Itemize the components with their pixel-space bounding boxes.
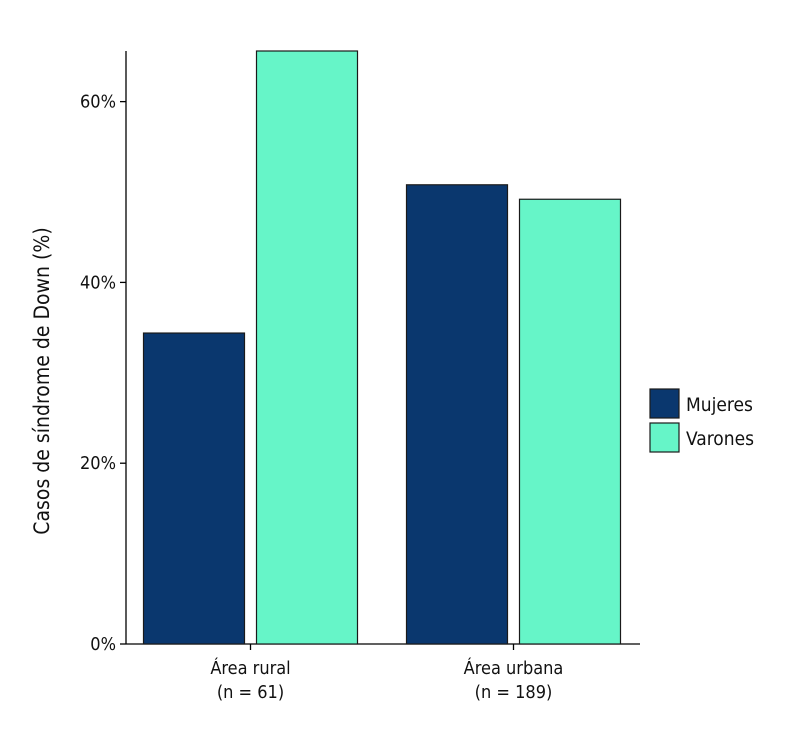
x-category-labels: Área rural (n = 61) Área urbana (n = 189) [210, 644, 563, 703]
bar-varones-1 [255, 50, 359, 645]
bar-varones-2 [518, 198, 622, 645]
legend-label-mujeres: Mujeres [686, 394, 753, 416]
bars [142, 50, 622, 645]
bar-mujeres-2 [405, 184, 509, 645]
y-tick-label: 40% [80, 272, 116, 293]
legend-swatch-varones [649, 422, 680, 453]
y-axis-title: Casos de síndrome de Down (%) [30, 227, 54, 534]
x-category-sublabel: (n = 61) [217, 682, 284, 703]
x-category-label: Área urbana [464, 657, 564, 679]
legend: Mujeres Varones [649, 388, 754, 453]
y-ticks: 0% 20% 40% 60% [80, 92, 126, 655]
y-tick-label: 0% [90, 634, 116, 655]
y-tick-label: 60% [80, 92, 116, 113]
bar-mujeres-1 [142, 332, 246, 645]
x-category-label: Área rural [210, 657, 290, 679]
x-category-sublabel: (n = 189) [475, 682, 553, 703]
legend-swatch-mujeres [649, 388, 680, 419]
y-tick-label: 20% [80, 453, 116, 474]
legend-label-varones: Varones [686, 428, 754, 450]
